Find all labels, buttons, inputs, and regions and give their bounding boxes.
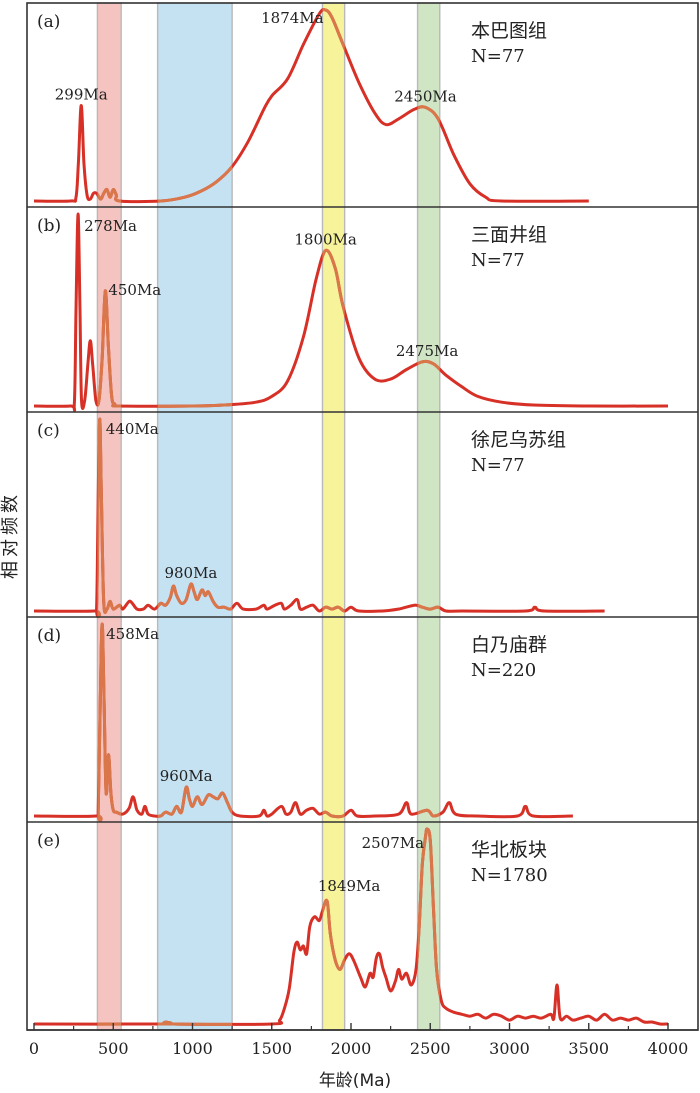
density-curve-in-band-5 [97, 827, 440, 1026]
peak-age-label: 960Ma [160, 767, 213, 785]
formation-name: 白乃庙群 [471, 634, 547, 656]
formation-name: 三面井组 [471, 224, 547, 246]
peak-age-label: 2507Ma [362, 834, 425, 852]
x-axis: 0 500 1000 1500 2000 2500 3000 3500 4000 [29, 1023, 688, 1058]
peak-age-label: 458Ma [106, 625, 159, 643]
density-curve-in-band-2 [97, 212, 440, 412]
x-tick-label: 2000 [331, 1039, 372, 1058]
peak-age-label: 450Ma [108, 281, 161, 299]
x-tick-label: 500 [98, 1039, 129, 1058]
x-tick-label: 4000 [648, 1039, 689, 1058]
formation-name: 本巴图组 [471, 20, 547, 42]
x-tick-label: 2500 [410, 1039, 451, 1058]
peak-age-label: 2450Ma [394, 87, 457, 105]
sample-count: N=1780 [471, 865, 548, 886]
peak-age-label: 1874Ma [261, 9, 324, 27]
sample-count: N=77 [471, 250, 525, 271]
x-tick-label: 3500 [568, 1039, 609, 1058]
sample-count: N=220 [471, 660, 536, 681]
x-tick-label: 3000 [489, 1039, 530, 1058]
peak-age-label: 1849Ma [318, 877, 381, 895]
panel-letter: (b) [37, 216, 61, 236]
formation-name: 华北板块 [471, 839, 547, 861]
panel-letter: (c) [37, 421, 60, 441]
sample-count: N=77 [471, 46, 525, 67]
age-band-2 [156, 2, 233, 1031]
panel-labels: (a) 本巴图组 N=77 299Ma 1874Ma 2450Ma (b) 三面井组 N=77 2… [37, 9, 566, 895]
peak-age-label: 980Ma [164, 564, 217, 582]
x-tick-label: 1000 [172, 1039, 213, 1058]
peak-age-label: 278Ma [84, 217, 137, 235]
peak-age-label: 1800Ma [294, 230, 357, 248]
probability-density-curves [33, 7, 669, 1026]
x-tick-label: 0 [29, 1039, 39, 1058]
y-axis-label: 相对频数 [0, 491, 21, 579]
age-highlight-bands [96, 2, 441, 1031]
panel-letter: (a) [37, 12, 60, 32]
age-band-3 [321, 2, 346, 1031]
x-axis-label: 年龄(Ma) [319, 1071, 391, 1091]
sample-count: N=77 [471, 455, 525, 476]
panel-letter: (e) [37, 831, 60, 851]
formation-name: 徐尼乌苏组 [471, 429, 566, 451]
peak-age-label: 2475Ma [396, 342, 459, 360]
peak-age-label: 440Ma [106, 420, 159, 438]
x-tick-label: 1500 [251, 1039, 292, 1058]
density-curve-5 [33, 827, 669, 1026]
panel-letter: (d) [37, 626, 61, 646]
peak-age-label: 299Ma [55, 86, 108, 104]
panel-frames [26, 2, 699, 1031]
plot-frame [26, 2, 699, 1031]
